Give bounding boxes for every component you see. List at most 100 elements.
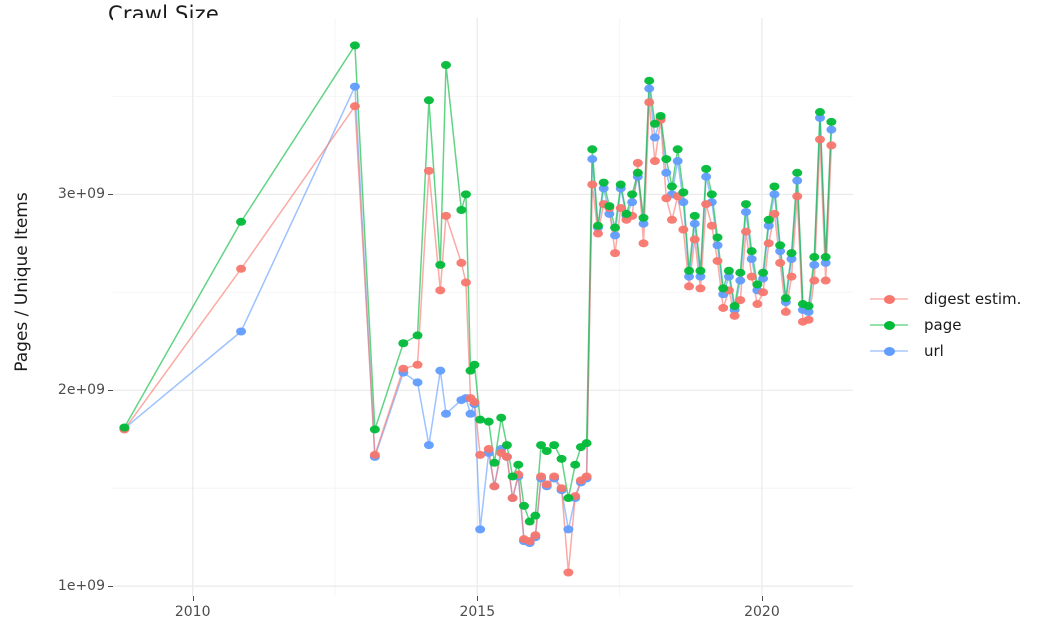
data-point	[507, 472, 518, 481]
legend-item-label: url	[924, 342, 944, 360]
legend-item-url[interactable]: url	[868, 338, 1058, 364]
data-point	[723, 266, 734, 275]
data-point	[423, 166, 434, 175]
data-point	[735, 276, 746, 285]
data-point	[412, 378, 423, 387]
data-point	[524, 537, 535, 546]
data-point	[570, 460, 581, 469]
data-point	[456, 206, 467, 215]
data-point	[587, 145, 598, 154]
data-point	[610, 249, 621, 258]
gridlines-minor-vertical	[334, 18, 621, 596]
data-point	[587, 155, 598, 164]
data-point	[349, 41, 360, 50]
data-point	[627, 198, 638, 207]
data-point	[398, 339, 409, 348]
y-tick-label: 3e+09	[57, 186, 105, 203]
data-point	[729, 302, 740, 311]
data-point	[460, 190, 471, 199]
data-point	[649, 133, 660, 142]
data-point	[706, 221, 717, 230]
data-point	[769, 190, 780, 199]
data-point	[563, 568, 574, 577]
data-point	[814, 113, 825, 122]
data-point	[661, 155, 672, 164]
data-point	[780, 307, 791, 316]
data-point	[803, 315, 814, 324]
data-point	[803, 307, 814, 316]
data-point	[349, 82, 360, 91]
data-point	[786, 272, 797, 281]
data-point	[684, 282, 695, 291]
data-point	[518, 501, 529, 510]
data-point	[701, 164, 712, 173]
data-point	[735, 268, 746, 277]
data-point	[604, 202, 615, 211]
data-point	[610, 231, 621, 240]
data-point	[615, 180, 626, 189]
y-tick-mark	[108, 586, 113, 588]
data-point	[610, 223, 621, 232]
data-point	[689, 219, 700, 228]
data-point	[530, 531, 541, 540]
x-tick-mark	[477, 596, 479, 601]
data-point	[423, 96, 434, 105]
data-point	[769, 209, 780, 218]
legend-item-page[interactable]: page	[868, 312, 1058, 338]
data-point	[501, 452, 512, 461]
data-point	[809, 260, 820, 269]
data-point	[695, 272, 706, 281]
data-point	[786, 249, 797, 258]
plot-panel	[113, 18, 853, 596]
data-point	[369, 450, 380, 459]
data-point	[423, 441, 434, 450]
data-point	[809, 276, 820, 285]
data-point	[483, 445, 494, 454]
data-point	[638, 213, 649, 222]
data-point	[706, 190, 717, 199]
data-point	[769, 182, 780, 191]
data-point	[441, 61, 451, 70]
data-point	[752, 280, 763, 289]
legend-item-label: digest estim.	[924, 290, 1022, 308]
data-point	[369, 425, 380, 434]
data-point	[632, 168, 643, 177]
x-tick-label: 2015	[459, 604, 496, 620]
data-point	[556, 454, 567, 463]
data-point	[621, 209, 632, 218]
data-point	[758, 268, 769, 277]
data-point	[349, 102, 360, 111]
data-point	[666, 215, 677, 224]
data-point	[661, 168, 672, 177]
data-point	[763, 215, 774, 224]
legend-key-icon	[868, 288, 910, 310]
data-point	[549, 472, 560, 481]
data-point	[763, 221, 774, 230]
data-point	[465, 366, 476, 375]
data-point	[701, 172, 712, 181]
data-point	[489, 482, 500, 491]
legend-item-digest-estim[interactable]: digest estim.	[868, 286, 1058, 312]
x-tick-mark	[192, 596, 194, 601]
data-point	[661, 194, 672, 203]
data-point	[398, 364, 409, 373]
data-point	[644, 84, 655, 93]
data-point	[809, 253, 820, 262]
legend-item-label: page	[924, 316, 962, 334]
data-point	[435, 286, 446, 295]
data-point	[236, 264, 247, 273]
data-point	[729, 311, 740, 320]
data-point	[236, 327, 247, 336]
legend-dot-swatch	[883, 320, 895, 330]
data-point	[678, 225, 689, 234]
data-point	[644, 76, 655, 85]
data-point	[684, 272, 695, 281]
data-point	[581, 472, 592, 481]
series-points-page	[119, 41, 837, 526]
data-point	[820, 258, 831, 267]
data-point	[826, 125, 837, 134]
y-tick-mark	[108, 194, 113, 196]
x-tick-mark	[761, 596, 763, 601]
data-point	[758, 288, 769, 297]
data-point	[792, 168, 803, 177]
